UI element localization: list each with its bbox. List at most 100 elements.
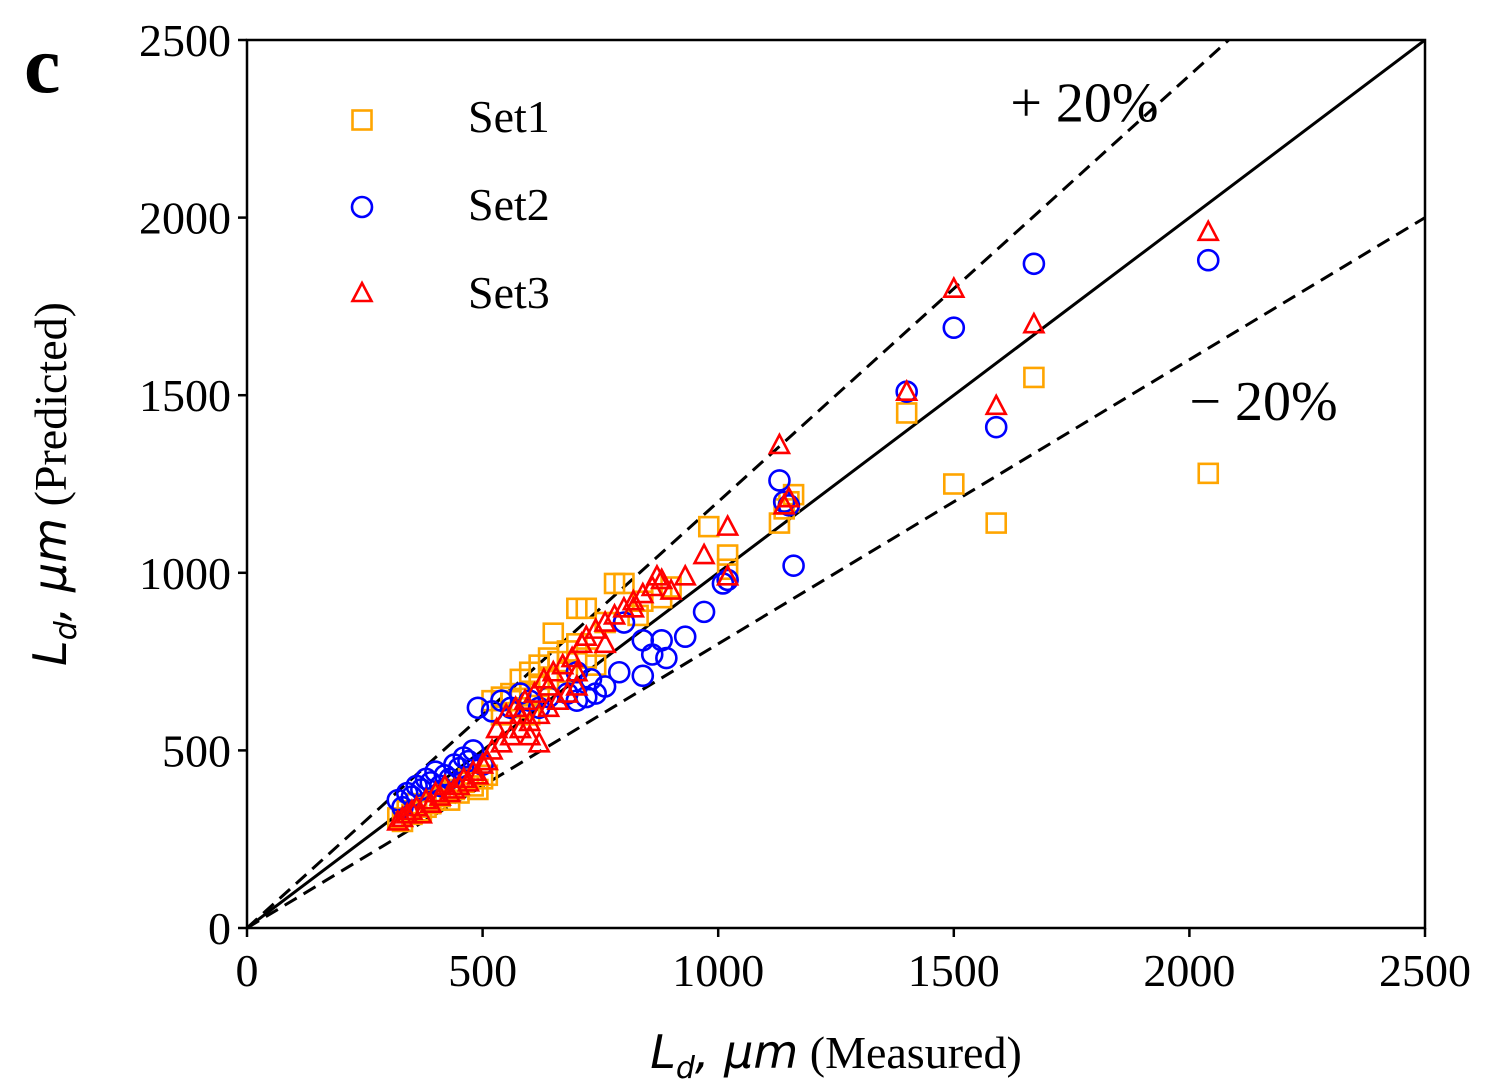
point-set2 [655, 646, 678, 670]
point-set3 [593, 609, 617, 632]
point-set2 [1196, 248, 1220, 272]
point-set1 [542, 622, 565, 644]
point-set3 [386, 808, 410, 831]
y-axis-label-unit: , μm [23, 518, 77, 621]
point-set3 [640, 574, 664, 597]
point-set3 [480, 737, 504, 760]
point-set3 [518, 709, 542, 732]
y-tick-label: 2500 [139, 15, 231, 66]
point-set3 [692, 542, 716, 565]
legend-label-set3: Set3 [468, 267, 550, 318]
legend-marker-set2 [350, 195, 374, 219]
x-axis-label-symbol: L [650, 1025, 676, 1079]
panel-label: c [24, 19, 60, 110]
legend-label-set1: Set1 [468, 91, 550, 142]
x-axis: 0 500 1000 1500 2000 2500 [236, 928, 1471, 996]
point-set2 [1022, 252, 1046, 276]
y-axis-label: Ld, μm (Predicted) [23, 302, 84, 666]
point-set3 [574, 623, 598, 647]
point-set3 [984, 393, 1008, 416]
point-set3 [475, 748, 499, 771]
point-set2 [768, 469, 791, 492]
point-set1 [1023, 366, 1045, 389]
point-set3 [565, 659, 589, 682]
y-tick-label: 2000 [139, 193, 231, 244]
point-set2 [942, 316, 966, 340]
point-set2 [631, 628, 655, 652]
plot-frame [245, 38, 1427, 930]
point-set3 [466, 762, 490, 785]
y-axis-label-subscript: d [49, 620, 84, 640]
point-set3 [772, 492, 796, 515]
point-set1 [895, 402, 918, 424]
legend-markers [350, 109, 374, 303]
point-set3 [437, 780, 462, 803]
point-set3 [508, 716, 532, 739]
y-tick-label: 0 [208, 903, 231, 954]
point-set1 [613, 572, 635, 595]
point-set2 [593, 675, 617, 698]
x-axis-label-qualifier: (Measured) [798, 1027, 1022, 1078]
point-set3 [673, 563, 697, 586]
point-set3 [400, 797, 424, 821]
point-set3 [395, 801, 419, 824]
point-set3 [546, 687, 570, 710]
point-set3 [565, 673, 589, 696]
point-set1 [942, 473, 965, 495]
point-set2 [466, 696, 490, 720]
legend-marker-set3 [350, 280, 374, 303]
y-axis-label-qualifier: (Predicted) [25, 302, 76, 518]
point-set3 [536, 673, 561, 696]
series-set1 [386, 366, 1220, 833]
point-set3 [584, 616, 608, 639]
point-set3 [527, 702, 551, 725]
point-set3 [518, 723, 542, 746]
point-set3 [508, 702, 532, 725]
point-set2 [716, 568, 739, 592]
y-tick-label: 1500 [139, 370, 231, 421]
point-set3 [419, 790, 443, 813]
point-set3 [414, 787, 438, 810]
point-set3 [659, 577, 683, 600]
point-set3 [390, 805, 415, 828]
point-set3 [536, 694, 561, 718]
point-set2 [772, 490, 796, 514]
data-points [386, 219, 1220, 833]
annotation-minus-20: − 20% [1189, 371, 1337, 433]
point-set3 [602, 602, 627, 625]
point-set3 [1196, 219, 1220, 242]
x-axis-label-unit: , μm [695, 1025, 798, 1079]
point-set2 [782, 554, 805, 577]
x-tick-label: 1000 [672, 945, 764, 996]
point-set3 [541, 659, 565, 682]
point-set3 [513, 687, 537, 710]
point-set1 [584, 654, 607, 676]
point-set1 [697, 515, 720, 538]
point-set2 [631, 664, 655, 688]
x-tick-label: 2000 [1143, 945, 1235, 996]
point-set2 [984, 415, 1008, 439]
point-set3 [715, 563, 740, 586]
point-set3 [895, 378, 919, 401]
point-set3 [767, 432, 792, 455]
point-set3 [645, 563, 669, 586]
legend: Set1 Set2 Set3 [350, 91, 550, 318]
point-set3 [942, 275, 966, 298]
point-set1 [575, 597, 598, 620]
point-set3 [428, 783, 452, 806]
point-set3 [555, 680, 580, 703]
point-set3 [621, 588, 646, 611]
point-set2 [692, 600, 716, 624]
point-set3 [631, 581, 655, 604]
point-set3 [409, 801, 434, 824]
point-set3 [621, 595, 646, 618]
x-tick-label: 2500 [1379, 945, 1471, 996]
point-set3 [1022, 311, 1046, 334]
point-set2 [640, 643, 664, 666]
annotation-plus-20: + 20% [1010, 73, 1158, 135]
point-set1 [716, 558, 739, 581]
point-set3 [649, 567, 674, 590]
series-set3 [386, 219, 1220, 831]
point-set3 [551, 652, 575, 675]
